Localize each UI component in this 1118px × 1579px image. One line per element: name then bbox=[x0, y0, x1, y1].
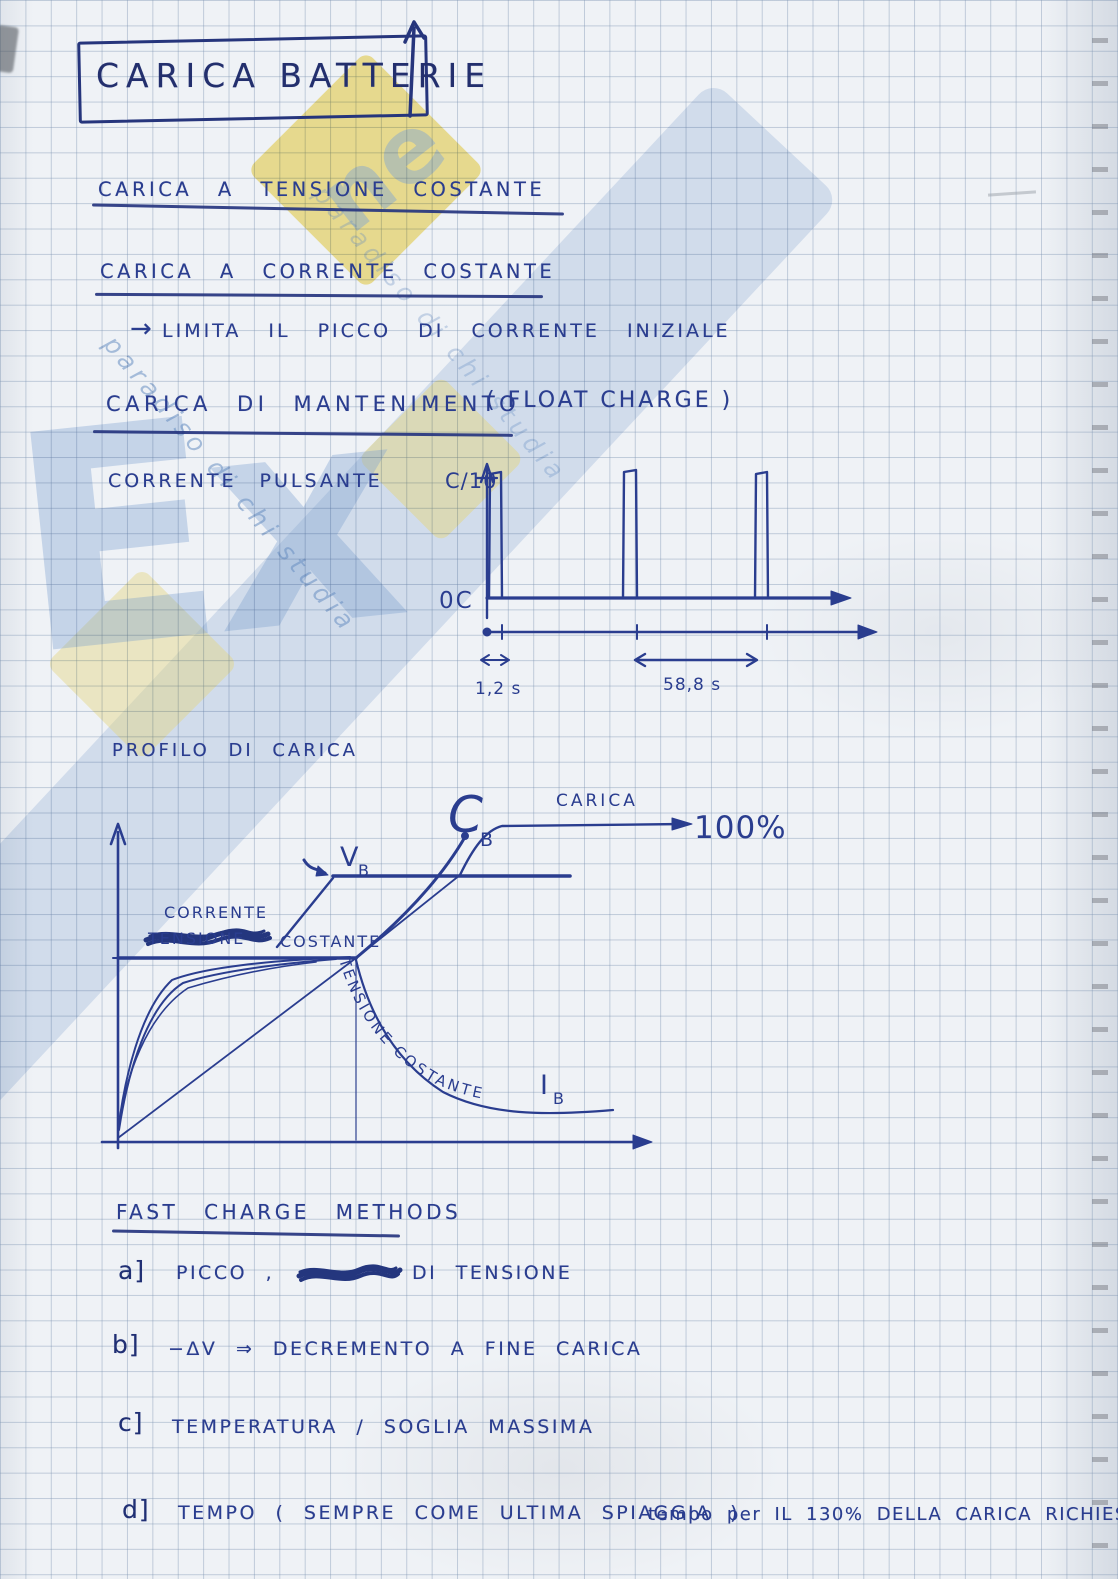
heading-tensione-costante: CARICA A TENSIONE COSTANTE bbox=[98, 178, 546, 201]
list-marker-a: a] bbox=[118, 1256, 146, 1285]
item-a-text-before: PICCO , bbox=[176, 1262, 275, 1284]
item-c-text: TEMPERATURA / SOGLIA MASSIMA bbox=[172, 1416, 595, 1438]
watermark-diamond bbox=[45, 567, 239, 761]
vb-label: V bbox=[340, 842, 359, 873]
list-marker-c: c] bbox=[118, 1408, 144, 1437]
underline bbox=[111, 1229, 401, 1238]
item-b-text: −ΔV ⇒ DECREMENTO A FINE CARICA bbox=[168, 1338, 643, 1360]
hundred-percent-label: 100% bbox=[694, 810, 787, 846]
pulse-y-max-label: C/10 bbox=[445, 469, 497, 493]
underline bbox=[94, 292, 544, 299]
pulse-period-label: 58,8 s bbox=[663, 675, 721, 695]
item-a-text-after: DI TENSIONE bbox=[412, 1262, 573, 1284]
label-corrente-pulsante: CORRENTE PULSANTE bbox=[108, 470, 383, 492]
scan-corner-smudge bbox=[0, 24, 20, 74]
title-arrow bbox=[403, 20, 426, 118]
pencil-mark bbox=[987, 190, 1037, 197]
vb-label-sub: B bbox=[358, 861, 369, 880]
heading-float-charge: ( FLOAT CHARGE ) bbox=[486, 388, 734, 413]
page-edge-artifacts bbox=[1092, 0, 1108, 1579]
pulse-y-zero-label: 0C bbox=[439, 588, 474, 614]
tensione-costante-curve-label: TENSIONE COSTANTE bbox=[335, 955, 487, 1103]
costante-label: COSTANTE bbox=[280, 932, 381, 951]
arrow-icon: → bbox=[130, 314, 152, 344]
ib-label: I bbox=[540, 1070, 548, 1101]
list-marker-b: b] bbox=[112, 1330, 140, 1359]
underline bbox=[92, 203, 564, 216]
heading-mantenimento: CARICA DI MANTENIMENTO bbox=[106, 392, 521, 416]
list-marker-d: d] bbox=[122, 1495, 150, 1524]
scribbled-out-word bbox=[296, 1264, 403, 1282]
item-d-text: TEMPO ( SEMPRE COME ULTIMA SPIAGGIA ) bbox=[178, 1502, 741, 1524]
corrente-label: CORRENTE bbox=[164, 903, 268, 922]
pulse-width-label: 1,2 s bbox=[475, 679, 521, 699]
pulse-train-diagram: C/10 0C 1,2 s 58,8 s bbox=[439, 462, 878, 699]
charge-profile-chart: V B C B CARICA 100% CORRENTE TENSIONE CO… bbox=[100, 786, 787, 1150]
struck-tensione-label: TENSIONE bbox=[147, 929, 245, 948]
heading-corrente-costante: CARICA A CORRENTE COSTANTE bbox=[100, 260, 556, 283]
bullet-limita-picco: LIMITA IL PICCO DI CORRENTE INIZIALE bbox=[162, 320, 731, 342]
cb-label: C bbox=[448, 786, 483, 844]
ib-label-sub: B bbox=[553, 1089, 564, 1108]
heading-fast-charge-methods: FAST CHARGE METHODS bbox=[116, 1200, 462, 1224]
item-d-note: tempo per IL 130% DELLA CARICA RICHIESTA… bbox=[648, 1504, 1118, 1525]
page-title: CARICA BATTERIE bbox=[96, 56, 493, 95]
heading-profilo-di-carica: PROFILO DI CARICA bbox=[112, 740, 358, 761]
carica-curve-label: CARICA bbox=[556, 791, 638, 811]
cb-label-sub: B bbox=[480, 829, 493, 851]
underline bbox=[92, 430, 514, 438]
